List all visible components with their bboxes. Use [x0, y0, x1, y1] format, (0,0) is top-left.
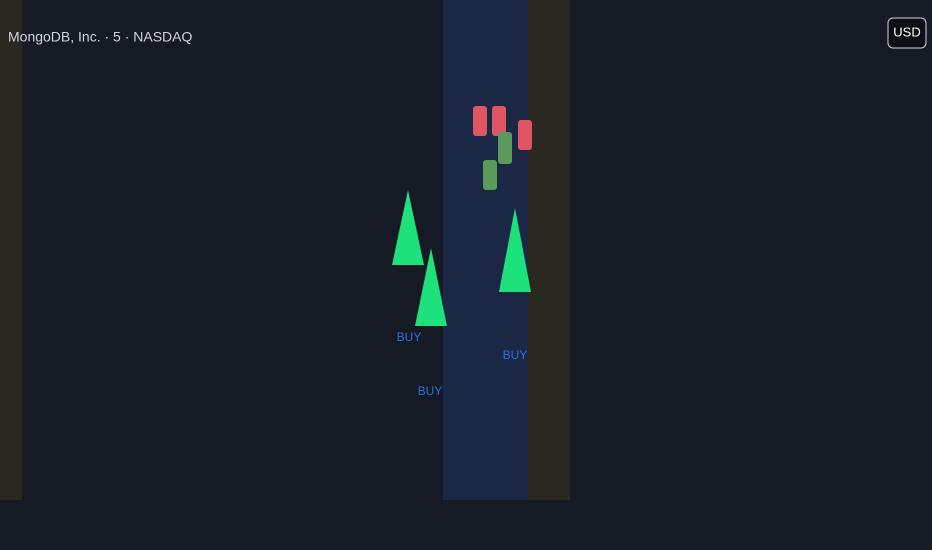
currency-button[interactable]: [887, 17, 927, 49]
session-band: [528, 0, 570, 500]
currency-label[interactable]: USD: [893, 24, 920, 39]
sell-box: [518, 120, 532, 150]
buy-signal: [415, 248, 447, 326]
chart-title: MongoDB, Inc. · 5 · NASDAQ: [8, 29, 193, 45]
buy-label: BUY: [397, 330, 422, 344]
buy-box: [498, 132, 512, 164]
buy-signal: [392, 190, 424, 265]
signals: BUY BUY BUY: [392, 106, 532, 398]
sell-box: [473, 106, 487, 136]
buy-signal: [499, 208, 531, 292]
buy-label: BUY: [503, 348, 528, 362]
buy-box: [483, 160, 497, 190]
session-band: [0, 0, 22, 500]
buy-label: BUY: [418, 384, 443, 398]
sell-box: [492, 106, 506, 136]
